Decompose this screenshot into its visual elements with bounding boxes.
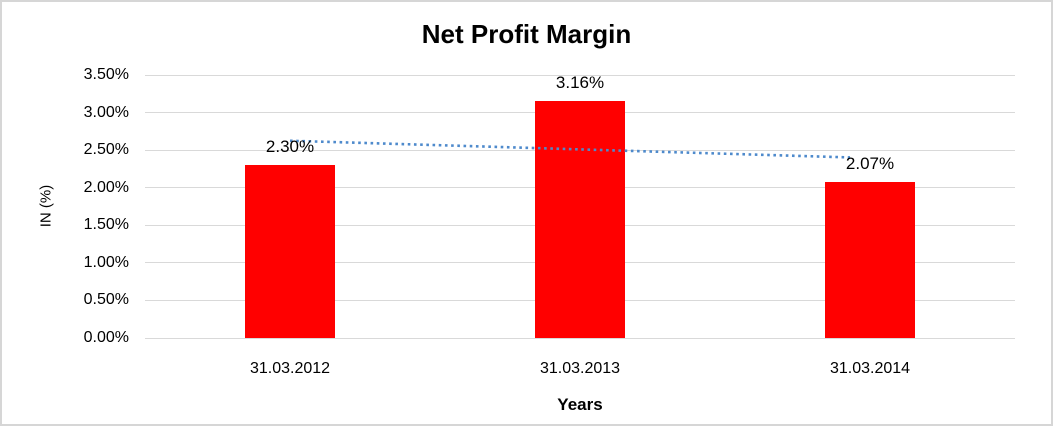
y-tick-label: 0.50% bbox=[83, 291, 129, 309]
y-tick-label: 2.50% bbox=[83, 141, 129, 159]
x-category-label: 31.03.2013 bbox=[539, 360, 621, 377]
y-tick-label: 2.00% bbox=[83, 178, 129, 196]
y-tick-label: 0.00% bbox=[83, 329, 129, 346]
y-tick-label: 1.50% bbox=[83, 216, 129, 234]
y-tick-label: 3.50% bbox=[83, 66, 129, 83]
bar bbox=[535, 100, 625, 338]
bar bbox=[245, 165, 335, 338]
chart-title: Net Profit Margin bbox=[421, 19, 632, 49]
y-tick-label: 3.00% bbox=[83, 103, 129, 121]
x-category-label: 31.03.2014 bbox=[829, 360, 911, 377]
gridline bbox=[145, 74, 1015, 76]
y-tick-label: 1.00% bbox=[83, 253, 129, 271]
gridline bbox=[145, 337, 1015, 339]
bar-value-label: 3.16% bbox=[555, 72, 605, 92]
bar-value-label: 2.30% bbox=[265, 137, 315, 157]
x-category-label: 31.03.2012 bbox=[249, 360, 331, 377]
x-axis-title: Years bbox=[557, 395, 603, 414]
bar-value-label: 2.07% bbox=[845, 154, 895, 174]
bar bbox=[825, 182, 915, 338]
